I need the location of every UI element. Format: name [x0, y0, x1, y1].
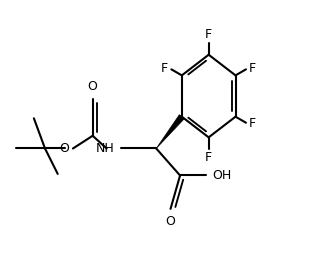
- Text: F: F: [161, 62, 168, 75]
- Polygon shape: [156, 115, 184, 149]
- Text: OH: OH: [212, 169, 231, 182]
- Text: O: O: [59, 142, 69, 155]
- Text: F: F: [249, 62, 256, 75]
- Text: O: O: [166, 215, 175, 228]
- Text: F: F: [205, 151, 212, 164]
- Text: NH: NH: [96, 142, 115, 155]
- Text: O: O: [88, 80, 98, 94]
- Text: F: F: [205, 28, 212, 41]
- Text: F: F: [249, 117, 256, 130]
